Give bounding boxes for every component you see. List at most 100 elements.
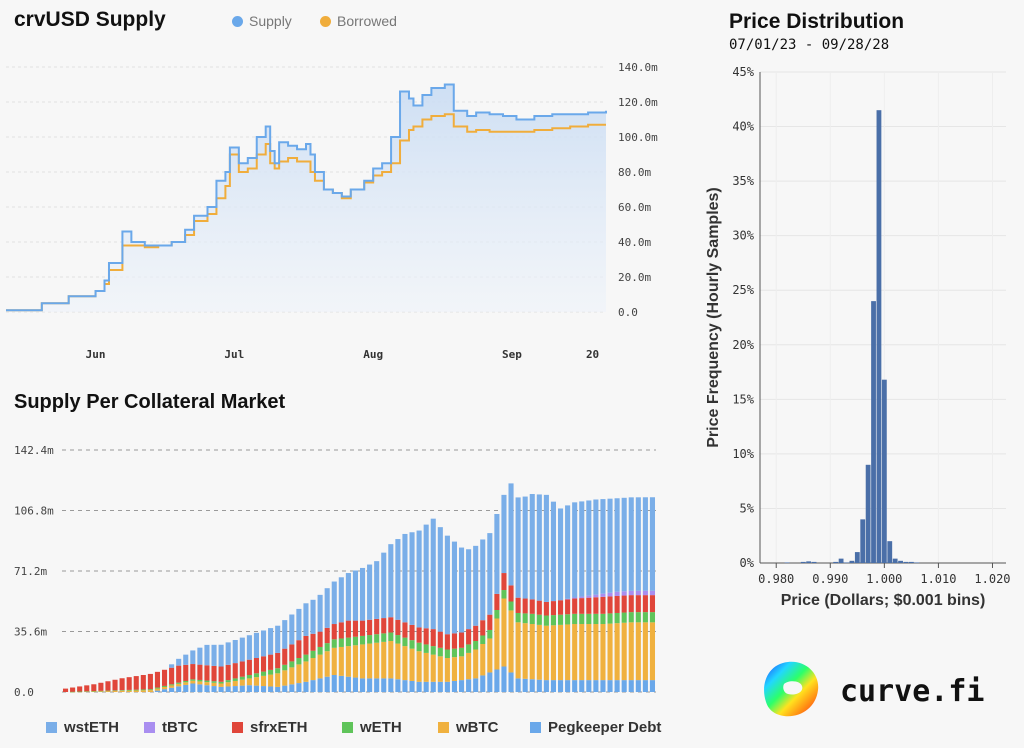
market-bar-wsteth (600, 499, 606, 594)
market-bar-sfrxeth (253, 658, 260, 674)
market-bar-pegkeeper-debt (501, 666, 507, 692)
market-bar-weth (649, 612, 656, 623)
market-bar-weth (494, 610, 500, 619)
market-bar-wsteth (183, 654, 189, 665)
market-bar-pegkeeper-debt (204, 685, 210, 692)
market-bar-tbtc (586, 595, 592, 598)
market-bar-wbtc (466, 652, 472, 680)
market-bar-pegkeeper-debt (303, 681, 309, 692)
price-y-tick: 20% (732, 338, 754, 352)
market-bar-weth (487, 629, 493, 639)
market-bar-weth (466, 644, 472, 653)
market-bar-pegkeeper-debt (565, 680, 571, 692)
market-bar-wbtc (374, 642, 380, 679)
market-bar-weth (317, 646, 323, 655)
market-bar-pegkeeper-debt (282, 685, 288, 692)
market-bar-wsteth (395, 539, 401, 620)
market-bar-weth (154, 687, 161, 689)
market-bar-wbtc (451, 657, 458, 681)
market-bar-wbtc (572, 624, 578, 681)
market-bar-sfrxeth (395, 619, 401, 636)
price-chart[interactable]: 0% 5% 10% 15% 20% 25% 30% 35% 40% 45% 0.980 0.990 1.… (694, 60, 1024, 620)
market-bar-wsteth (487, 533, 493, 615)
market-bar-sfrxeth (204, 665, 210, 681)
market-chart[interactable]: 0.0 35.6m 71.2m 106.8m 142.4m (0, 430, 680, 700)
market-bar-pegkeeper-debt (416, 681, 422, 692)
market-bar-wbtc (98, 691, 104, 692)
market-bar-wbtc (402, 646, 408, 681)
market-bar-wsteth (303, 603, 309, 636)
market-bar-tbtc (635, 590, 641, 596)
market-legend-label: wstETH (64, 719, 120, 736)
supply-chart[interactable]: 0.0 20.0m 40.0m 60.0m 80.0m 100.0m 120.0m 140.0… (0, 40, 680, 380)
market-bar-weth (289, 661, 295, 668)
market-bar-wsteth (225, 642, 231, 665)
market-legend-item[interactable]: wstETH (46, 719, 119, 736)
market-bar-weth (409, 640, 415, 649)
market-bar-pegkeeper-debt (649, 680, 656, 692)
market-bar-wbtc (310, 658, 316, 681)
market-bar-tbtc (593, 594, 599, 598)
market-bar-weth (381, 633, 387, 642)
market-bar-pegkeeper-debt (536, 679, 542, 692)
market-bar-sfrxeth (487, 614, 493, 630)
market-bar-sfrxeth (550, 601, 557, 616)
market-bar-pegkeeper-debt (374, 678, 380, 692)
market-legend-item[interactable]: wETH (342, 719, 402, 736)
price-bar (908, 561, 914, 563)
price-x-tick: 1.000 (866, 572, 902, 586)
market-bar-wsteth (317, 594, 323, 632)
price-bar (860, 519, 866, 563)
market-legend-swatch (144, 722, 155, 733)
market-legend-item[interactable]: tBTC (144, 719, 198, 736)
market-bar-pegkeeper-debt (324, 676, 330, 692)
market-bar-pegkeeper-debt (522, 678, 528, 692)
market-bar-wbtc (296, 664, 302, 684)
market-bar-tbtc (614, 591, 620, 596)
market-bar-sfrxeth (77, 686, 83, 692)
market-bar-wbtc (565, 624, 571, 681)
market-legend-item[interactable]: Pegkeeper Debt (530, 719, 661, 736)
market-bar-weth (91, 691, 97, 692)
market-bar-weth (239, 676, 245, 680)
market-bar-wbtc (324, 651, 330, 677)
market-bar-pegkeeper-debt (614, 680, 620, 692)
legend-borrowed[interactable]: Borrowed (320, 13, 397, 29)
market-bar-pegkeeper-debt (225, 686, 231, 692)
market-bar-wbtc (423, 652, 429, 682)
market-bar-wbtc (275, 673, 281, 687)
market-bar-wsteth (451, 541, 458, 634)
market-bar-weth (310, 650, 316, 659)
market-bar-weth (190, 679, 196, 681)
market-bar-sfrxeth (197, 664, 203, 680)
market-bar-weth (225, 680, 231, 683)
market-bar-sfrxeth (473, 625, 479, 642)
market-bar-weth (303, 654, 309, 662)
market-bar-sfrxeth (381, 618, 387, 634)
market-bar-sfrxeth (572, 598, 578, 614)
market-legend-item[interactable]: wBTC (438, 719, 499, 736)
legend-supply[interactable]: Supply (232, 13, 292, 29)
market-bar-wbtc (437, 656, 443, 682)
market-bar-wsteth (374, 561, 380, 619)
market-bar-wsteth (324, 588, 330, 628)
market-bar-wbtc (621, 622, 627, 681)
market-bar-weth (84, 691, 90, 692)
market-bar-wbtc (169, 685, 175, 688)
market-bar-weth (367, 635, 373, 644)
price-bar (854, 552, 860, 563)
market-bar-wsteth (359, 567, 366, 621)
brand-text[interactable]: curve.fi (840, 674, 985, 709)
price-bar (811, 561, 817, 563)
market-bar-sfrxeth (62, 688, 69, 692)
market-bar-pegkeeper-debt (183, 684, 189, 692)
market-bar-weth (331, 639, 337, 648)
market-bar-weth (550, 615, 557, 626)
market-bar-wsteth (197, 647, 203, 665)
market-bar-wsteth (515, 497, 521, 598)
curve-logo-icon (764, 661, 819, 717)
market-bar-weth (218, 681, 224, 684)
market-bar-weth (565, 614, 571, 625)
market-bar-wbtc (232, 680, 238, 687)
market-legend-item[interactable]: sfrxETH (232, 719, 308, 736)
